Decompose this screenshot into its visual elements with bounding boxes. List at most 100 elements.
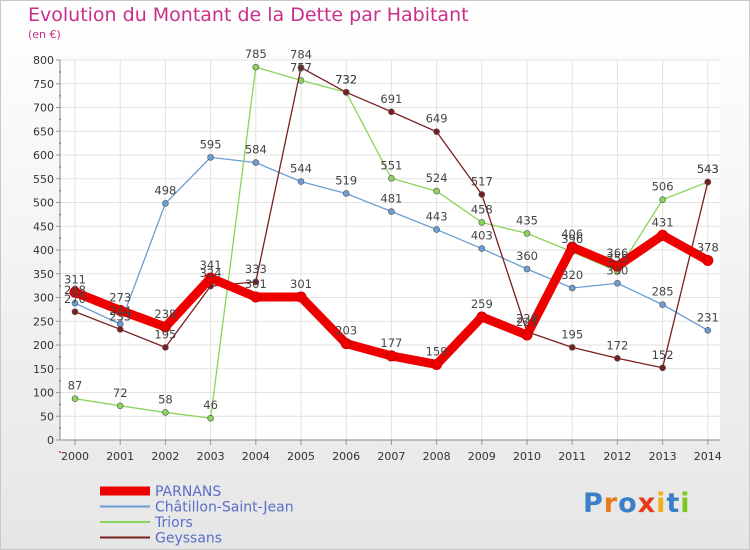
data-label: 403 (471, 229, 493, 243)
data-point (478, 245, 486, 252)
data-label: 396 (561, 232, 583, 246)
y-tick-label: 650 (33, 125, 54, 138)
data-label: 311 (64, 272, 86, 286)
data-point (252, 278, 260, 286)
y-tick-label: 450 (33, 220, 54, 233)
data-label: 333 (245, 262, 267, 276)
data-label: 519 (335, 173, 357, 187)
data-point (116, 326, 124, 333)
data-label: 320 (561, 268, 583, 282)
data-point (207, 154, 214, 161)
chart-title: Evolution du Montant de la Dette par Hab… (28, 4, 469, 26)
data-label: 273 (109, 290, 131, 304)
data-point (342, 89, 350, 96)
data-label: 195 (561, 327, 583, 341)
y-tick-label: 800 (33, 54, 54, 67)
data-label: 324 (200, 266, 222, 280)
data-label: 285 (652, 285, 674, 299)
data-point (566, 241, 578, 253)
data-label: 341 (200, 258, 222, 272)
data-point (69, 286, 81, 298)
data-point (342, 190, 350, 197)
data-point (297, 178, 305, 185)
data-point (252, 63, 260, 71)
y-tick-label: 150 (33, 363, 54, 376)
data-point (704, 178, 712, 186)
data-label: 244 (109, 304, 131, 318)
y-tick-label: 550 (33, 173, 54, 186)
y-tick-label: 400 (33, 244, 54, 257)
data-label: 177 (380, 336, 402, 350)
data-point (659, 196, 666, 203)
data-label: 544 (290, 162, 312, 176)
data-label: 517 (471, 174, 493, 188)
data-point (162, 200, 169, 207)
x-tick-label: 2011 (558, 450, 586, 463)
y-tick-label: 600 (33, 149, 54, 162)
y-tick-label: 300 (33, 292, 54, 305)
data-point (71, 299, 79, 307)
data-point (568, 344, 576, 351)
data-point (521, 329, 533, 341)
legend-label: Triors (154, 515, 193, 531)
data-label: 506 (652, 180, 674, 194)
logo-letter: P (583, 488, 604, 519)
data-point (297, 64, 305, 71)
data-point (116, 402, 124, 410)
logo-letter: r (603, 488, 619, 519)
x-tick-label: 2007 (377, 450, 405, 463)
y-axis-unit: (en €) (28, 28, 61, 41)
data-point (388, 208, 395, 215)
data-label: 172 (606, 338, 628, 352)
data-label: 551 (380, 158, 402, 172)
y-tick-label: 700 (33, 102, 54, 115)
data-point (657, 229, 669, 241)
x-tick-label: 2012 (603, 450, 631, 463)
data-label: 152 (652, 348, 674, 362)
x-tick-label: 2013 (649, 450, 677, 463)
data-point (523, 265, 531, 273)
data-label: 757 (290, 60, 312, 74)
data-label: 231 (697, 310, 719, 324)
data-point (250, 291, 262, 303)
data-point (659, 301, 666, 308)
data-label: 435 (516, 213, 538, 227)
data-point (611, 260, 623, 272)
data-point (704, 326, 712, 334)
data-point (702, 254, 714, 266)
y-tick-label: 750 (33, 78, 54, 91)
data-label: 732 (335, 72, 357, 86)
logo-letter: i (680, 488, 691, 519)
data-label: 330 (606, 263, 628, 277)
data-point (295, 291, 307, 303)
data-label: 524 (426, 171, 448, 185)
data-point (614, 354, 621, 362)
data-point (162, 344, 169, 351)
data-label: 481 (380, 192, 402, 206)
data-point (433, 187, 440, 195)
data-point (340, 338, 352, 350)
data-label: 431 (652, 215, 674, 229)
data-label: 406 (561, 227, 583, 241)
x-tick-label: 2003 (197, 450, 225, 463)
data-point (568, 284, 576, 292)
data-point (433, 128, 440, 136)
data-point (388, 108, 395, 116)
data-point (659, 364, 666, 372)
data-label: 691 (380, 92, 402, 106)
data-label: 159 (426, 344, 448, 358)
x-tick-label: 2001 (106, 450, 134, 463)
data-point (162, 409, 169, 416)
data-point (523, 230, 531, 237)
data-label: 378 (697, 240, 719, 254)
legend-label: Geyssans (155, 531, 222, 547)
data-label: 221 (516, 315, 538, 329)
data-point (205, 272, 217, 284)
data-point (114, 304, 126, 316)
x-tick-label: 2002 (151, 450, 179, 463)
data-point (71, 308, 79, 316)
logo-letter: o (618, 488, 638, 519)
data-label: 366 (606, 246, 628, 260)
data-label: 584 (245, 143, 267, 157)
